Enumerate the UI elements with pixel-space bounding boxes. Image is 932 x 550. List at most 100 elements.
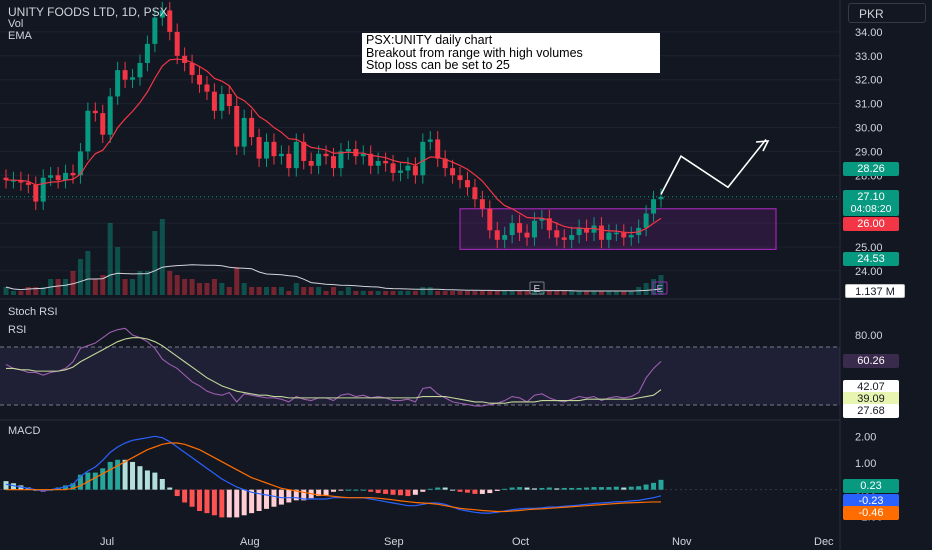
volume-bar — [219, 283, 225, 295]
macd-histogram-bar — [479, 489, 485, 494]
rsi-band — [0, 347, 840, 405]
volume-bar — [464, 291, 470, 295]
macd-histogram-bar — [271, 489, 277, 507]
volume-bar — [584, 291, 590, 295]
candle-body — [323, 153, 329, 157]
macd-histogram-bar — [383, 489, 389, 494]
candle-body — [174, 31, 180, 56]
volume-bar — [33, 287, 39, 295]
volume-bar — [241, 283, 247, 295]
volume-bar — [368, 291, 374, 295]
candle-body — [278, 153, 284, 157]
macd-histogram-bar — [353, 489, 359, 491]
volume-bar — [70, 271, 76, 295]
macd-histogram-bar — [323, 489, 329, 496]
macd-histogram-bar — [144, 470, 150, 490]
candle-body — [219, 94, 225, 111]
volume-bar — [412, 291, 418, 295]
volume-bar — [174, 275, 180, 295]
candle-body — [92, 110, 98, 114]
volume-bar — [546, 291, 552, 295]
projection-path — [660, 138, 767, 195]
volume-bar — [651, 279, 657, 295]
volume-bar — [271, 287, 277, 295]
volume-bar — [234, 267, 240, 295]
volume-bar — [130, 279, 136, 295]
volume-bar — [137, 271, 143, 295]
macd-histogram-bar — [338, 489, 344, 491]
volume-bar — [211, 279, 217, 295]
macd-histogram-bar — [591, 487, 597, 490]
countdown-tag: 04:08:20 — [843, 202, 899, 216]
candle-body — [77, 151, 83, 176]
signal-line — [6, 442, 661, 513]
stoch-rsi-label: Stoch RSI — [8, 306, 58, 318]
candle-body — [18, 180, 24, 183]
macd-histogram-bar — [561, 487, 567, 490]
macd-histogram-bar — [494, 489, 500, 491]
rsi-label: RSI — [8, 324, 27, 336]
candle-body — [509, 223, 515, 236]
volume-bar — [308, 287, 314, 295]
candle-body — [48, 175, 54, 178]
candle-body — [316, 153, 322, 166]
candle-body — [606, 232, 612, 240]
candle-body — [85, 110, 91, 152]
macd-histogram-bar — [293, 489, 299, 501]
candle-body — [405, 165, 411, 171]
rsi-ma-tag: 39.09 — [843, 392, 899, 406]
volume-bar — [286, 291, 292, 295]
candle-body — [546, 218, 552, 231]
macd-histogram-bar — [70, 483, 76, 490]
candle-body — [651, 199, 657, 214]
macd-histogram-bar — [628, 486, 634, 490]
candle-body — [159, 10, 165, 18]
macd-histogram-bar — [502, 488, 508, 490]
volume-ma-line — [5, 264, 662, 292]
macd-histogram-bar — [182, 489, 188, 503]
macd-histogram-bar — [390, 489, 396, 495]
candle-body — [598, 225, 604, 240]
volume-bar — [122, 279, 128, 295]
volume-bar — [420, 287, 426, 295]
time-axis-label: Nov — [672, 536, 692, 548]
macd-histogram-bar — [152, 472, 158, 490]
macd-signal-tag: -0.46 — [843, 506, 899, 520]
candle-body — [487, 208, 493, 231]
volume-bar — [442, 291, 448, 295]
candle-body — [427, 139, 433, 142]
volume-bar — [152, 231, 158, 295]
price-tick-label: 25.00 — [855, 242, 883, 254]
candle-body — [517, 223, 523, 233]
candle-body — [531, 220, 537, 238]
macd-histogram-bar — [375, 489, 381, 494]
volume-bar — [598, 291, 604, 295]
candle-body — [241, 117, 247, 147]
macd-histogram-bar — [442, 487, 448, 490]
volume-bar — [40, 287, 46, 295]
range-box — [459, 208, 777, 250]
candle-body — [152, 17, 158, 44]
volume-bar — [249, 287, 255, 295]
volume-bar — [293, 283, 299, 295]
candle-body — [584, 227, 590, 233]
macd-histogram-bar — [598, 487, 604, 490]
price-tick-label: 30.00 — [855, 123, 883, 135]
volume-bar — [189, 279, 195, 295]
volume-bar — [226, 287, 232, 295]
candle-body — [33, 184, 39, 202]
candle-body — [472, 187, 478, 200]
macd-tick-label: 1.00 — [855, 458, 876, 470]
volume-bar — [353, 291, 359, 295]
volume-bar — [375, 291, 381, 295]
volume-bar — [576, 291, 582, 295]
macd-histogram-bar — [450, 489, 456, 491]
rsi-lower-tag: 27.68 — [843, 404, 899, 418]
volume-bar — [204, 283, 210, 295]
volume-bar — [256, 287, 262, 295]
candle-body — [591, 225, 597, 233]
symbol-title: UNITY FOODS LTD, 1D, PSX — [8, 5, 168, 19]
macd-histogram-bar — [331, 489, 336, 492]
currency-selector[interactable]: PKR — [848, 3, 926, 23]
